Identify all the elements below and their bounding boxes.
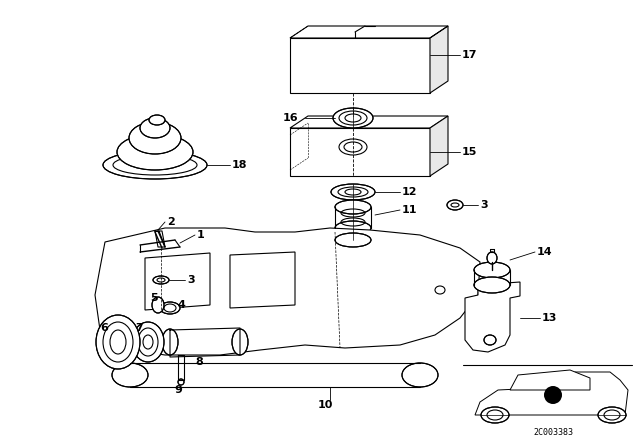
- Text: 3: 3: [187, 275, 195, 285]
- Ellipse shape: [481, 407, 509, 423]
- Ellipse shape: [474, 262, 510, 278]
- Ellipse shape: [339, 139, 367, 155]
- Ellipse shape: [333, 108, 373, 128]
- Polygon shape: [145, 253, 210, 310]
- Text: 1: 1: [197, 230, 205, 240]
- Ellipse shape: [474, 277, 510, 293]
- Ellipse shape: [484, 335, 496, 345]
- Text: 17: 17: [462, 50, 477, 60]
- Ellipse shape: [598, 407, 626, 423]
- Ellipse shape: [149, 115, 165, 125]
- Ellipse shape: [129, 122, 181, 154]
- Text: 2: 2: [167, 217, 175, 227]
- Ellipse shape: [152, 297, 164, 313]
- Text: 18: 18: [232, 160, 248, 170]
- Ellipse shape: [160, 302, 180, 314]
- Text: 14: 14: [537, 247, 552, 257]
- Text: 10: 10: [317, 400, 333, 410]
- Text: 5: 5: [150, 293, 157, 303]
- Text: 11: 11: [402, 205, 417, 215]
- Polygon shape: [430, 116, 448, 176]
- Text: 16: 16: [282, 113, 298, 123]
- Text: 4: 4: [178, 300, 186, 310]
- Text: 13: 13: [542, 313, 557, 323]
- Ellipse shape: [487, 252, 497, 264]
- Ellipse shape: [132, 322, 164, 362]
- Ellipse shape: [447, 200, 463, 210]
- Circle shape: [544, 386, 562, 404]
- Text: 3: 3: [480, 200, 488, 210]
- Ellipse shape: [335, 200, 371, 214]
- Ellipse shape: [335, 221, 371, 235]
- Ellipse shape: [140, 118, 170, 138]
- Ellipse shape: [153, 276, 169, 284]
- Ellipse shape: [162, 329, 178, 355]
- Polygon shape: [475, 372, 628, 415]
- Ellipse shape: [335, 233, 371, 247]
- Polygon shape: [290, 26, 448, 38]
- Ellipse shape: [331, 184, 375, 200]
- Polygon shape: [290, 116, 448, 128]
- Text: 7: 7: [135, 323, 143, 333]
- Polygon shape: [95, 228, 480, 355]
- Polygon shape: [430, 26, 448, 93]
- Text: 2C003383: 2C003383: [533, 427, 573, 436]
- Ellipse shape: [117, 134, 193, 170]
- Text: 12: 12: [402, 187, 417, 197]
- Text: 15: 15: [462, 147, 477, 157]
- Polygon shape: [465, 282, 520, 352]
- Ellipse shape: [178, 379, 184, 385]
- Text: 8: 8: [195, 357, 203, 367]
- Polygon shape: [230, 252, 295, 308]
- Polygon shape: [290, 128, 430, 176]
- Text: 9: 9: [174, 385, 182, 395]
- Ellipse shape: [96, 315, 140, 369]
- Ellipse shape: [232, 329, 248, 355]
- Ellipse shape: [103, 151, 207, 179]
- Polygon shape: [290, 38, 430, 93]
- Polygon shape: [510, 370, 590, 390]
- Ellipse shape: [112, 363, 148, 387]
- Text: 6: 6: [100, 323, 108, 333]
- Ellipse shape: [402, 363, 438, 387]
